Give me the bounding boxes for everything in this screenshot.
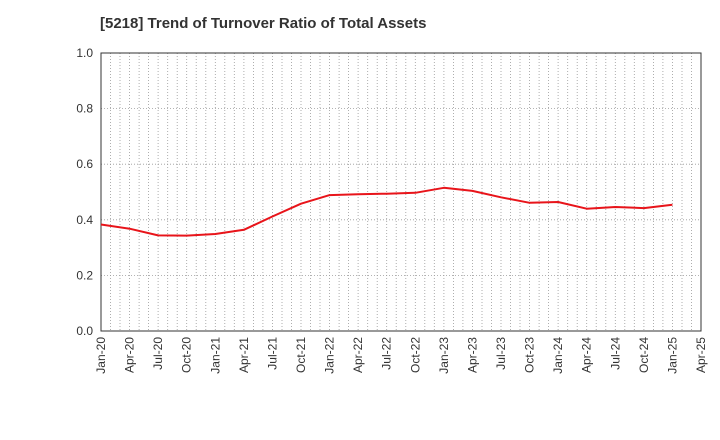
x-tick-label: Oct-23 xyxy=(523,337,537,373)
y-tick-label: 1.0 xyxy=(76,46,93,60)
series-line xyxy=(100,186,673,237)
x-tick-label: Jul-24 xyxy=(608,337,622,370)
x-tick-label: Oct-21 xyxy=(294,337,308,373)
x-tick-label: Oct-22 xyxy=(408,337,422,373)
x-tick-label: Jul-22 xyxy=(380,337,394,370)
y-tick-label: 0.4 xyxy=(76,213,93,227)
series-layer xyxy=(100,186,673,237)
x-tick-label: Jan-21 xyxy=(208,337,222,374)
x-tick-label: Apr-25 xyxy=(694,337,708,373)
x-tick-label: Jul-21 xyxy=(265,337,279,370)
y-tick-label: 0.0 xyxy=(76,324,93,338)
axis-labels: 0.0 0.2 0.4 0.6 0.8 1.0 Jan-20 Apr-20 Jul-20 Oct-… xyxy=(76,46,708,374)
y-tick-label: 0.2 xyxy=(76,268,93,282)
x-tick-label: Apr-24 xyxy=(580,337,594,373)
y-tick-label: 0.6 xyxy=(76,157,93,171)
gridlines xyxy=(101,53,701,331)
y-tick-label: 0.8 xyxy=(76,102,93,116)
x-tick-label: Apr-21 xyxy=(237,337,251,373)
x-tick-label: Apr-22 xyxy=(351,337,365,373)
chart-title: [5218] Trend of Turnover Ratio of Total … xyxy=(100,15,427,32)
x-tick-label: Jan-20 xyxy=(94,337,108,374)
x-tick-label: Jan-24 xyxy=(551,337,565,374)
x-tick-label: Jul-20 xyxy=(151,337,165,370)
x-tick-label: Oct-20 xyxy=(180,337,194,373)
x-tick-label: Apr-20 xyxy=(123,337,137,373)
x-tick-label: Apr-23 xyxy=(465,337,479,373)
x-tick-label: Jan-25 xyxy=(665,337,679,374)
x-tick-label: Oct-24 xyxy=(637,337,651,373)
x-tick-label: Jul-23 xyxy=(494,337,508,370)
x-tick-label: Jan-23 xyxy=(437,337,451,374)
plot-area-frame xyxy=(100,52,702,332)
x-tick-label: Jan-22 xyxy=(323,337,337,374)
